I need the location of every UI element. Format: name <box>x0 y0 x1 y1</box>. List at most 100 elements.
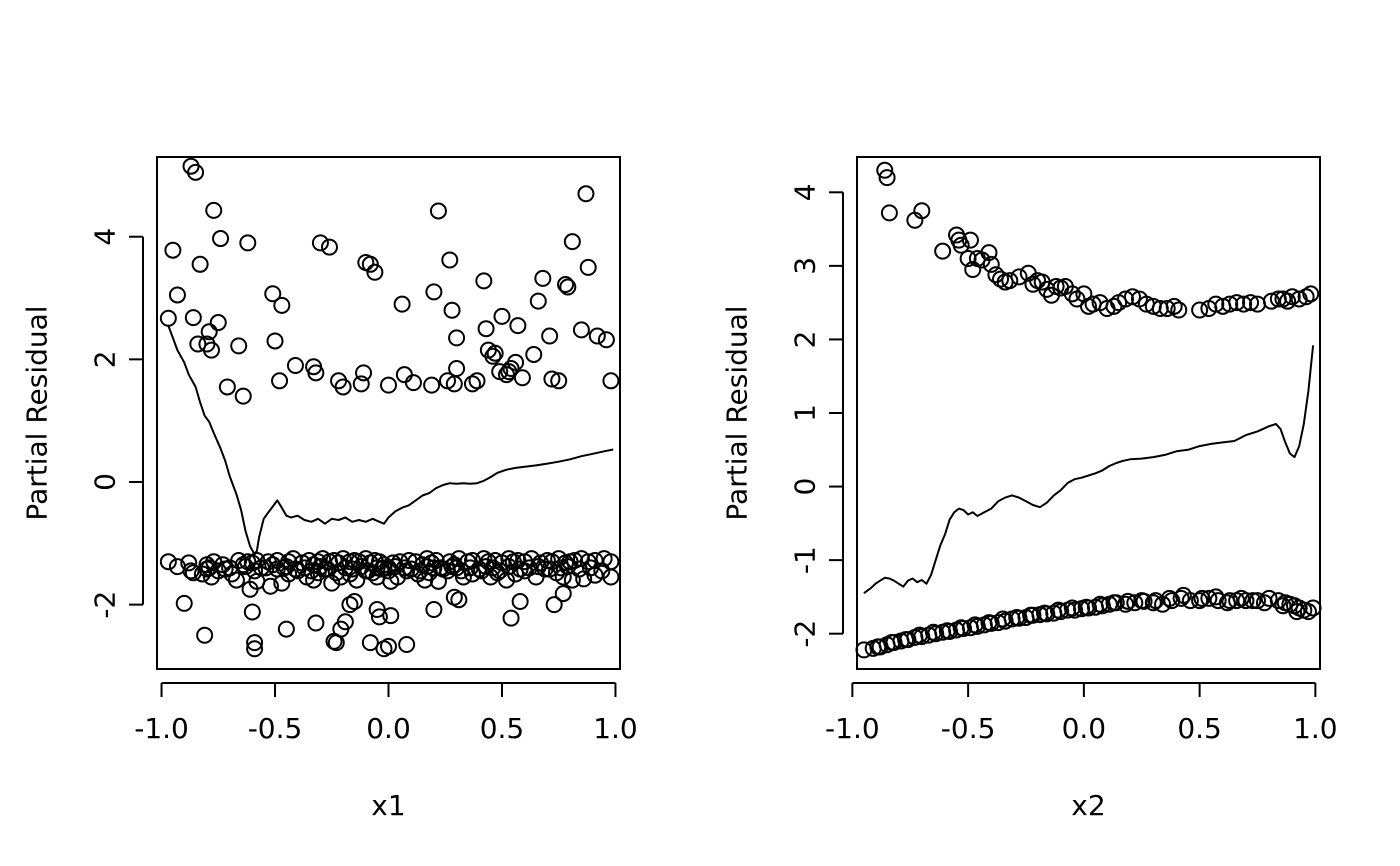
data-point <box>425 283 443 301</box>
data-point <box>880 204 898 222</box>
data-point <box>359 562 377 580</box>
data-point <box>1191 301 1209 319</box>
data-point <box>597 331 615 349</box>
data-point <box>1274 597 1292 615</box>
y-tick-label: -2 <box>789 620 822 648</box>
data-point <box>448 360 466 378</box>
data-point <box>593 562 611 580</box>
data-point <box>1063 599 1081 617</box>
data-point <box>1117 595 1135 613</box>
data-point <box>1302 285 1320 303</box>
data-point <box>336 613 354 631</box>
data-point <box>1200 589 1218 607</box>
x-tick-label: -0.5 <box>941 712 996 745</box>
data-point <box>961 231 979 249</box>
plot-frame <box>856 156 1321 670</box>
data-point <box>1221 592 1239 610</box>
data-point <box>1010 268 1028 286</box>
data-point <box>477 320 495 338</box>
data-point <box>370 608 388 626</box>
data-point <box>1304 599 1322 617</box>
data-point <box>187 163 205 181</box>
data-point <box>352 375 370 393</box>
data-point <box>395 366 413 384</box>
data-point <box>196 626 214 644</box>
x-tick-label: 0.0 <box>366 712 411 745</box>
data-point <box>268 560 286 578</box>
data-point <box>1255 594 1273 612</box>
data-point <box>277 620 295 638</box>
data-point <box>491 562 509 580</box>
data-point <box>452 562 470 580</box>
data-point <box>1283 288 1301 306</box>
y-tick-label: -2 <box>89 591 122 619</box>
data-point <box>559 558 577 576</box>
data-point <box>529 558 547 576</box>
data-point <box>1221 295 1239 313</box>
data-point <box>1288 603 1306 621</box>
data-point <box>425 559 443 577</box>
data-point <box>175 594 193 612</box>
data-point <box>418 558 436 576</box>
data-point <box>302 562 320 580</box>
y-axis-label: Partial Residual <box>721 305 754 520</box>
data-point <box>1207 295 1225 313</box>
data-point <box>393 295 411 313</box>
data-point <box>327 564 345 582</box>
x-tick-label: 0.0 <box>1062 712 1107 745</box>
data-point <box>191 255 209 273</box>
data-point <box>386 558 404 576</box>
data-point <box>511 593 529 611</box>
data-point <box>579 258 597 276</box>
data-point <box>1262 292 1280 310</box>
data-point <box>164 241 182 259</box>
data-point <box>218 378 236 396</box>
x-tick-label: 1.0 <box>593 712 638 745</box>
data-point <box>486 344 504 362</box>
data-point <box>202 341 220 359</box>
x-tick-label: -1.0 <box>134 712 189 745</box>
data-point <box>1242 294 1260 312</box>
data-point <box>1144 594 1162 612</box>
data-point <box>1209 592 1227 610</box>
data-point <box>552 559 570 577</box>
data-point <box>320 238 338 256</box>
data-point <box>581 559 599 577</box>
data-point <box>1119 592 1137 610</box>
data-point <box>507 353 525 371</box>
data-point <box>1165 297 1183 315</box>
x-axis-label: x1 <box>371 789 405 822</box>
data-point <box>273 296 291 314</box>
data-point <box>1172 589 1190 607</box>
x-tick-label: -1.0 <box>825 712 880 745</box>
data-point <box>425 601 443 619</box>
data-point <box>311 234 329 252</box>
data-point <box>200 323 218 341</box>
data-point <box>189 335 207 353</box>
data-point <box>475 550 493 568</box>
data-point <box>246 562 264 580</box>
data-point <box>361 634 379 652</box>
y-tick-label: 1 <box>789 404 822 422</box>
data-point <box>264 285 282 303</box>
data-point <box>545 596 563 614</box>
smooth-line <box>863 345 1315 595</box>
data-point <box>502 609 520 627</box>
data-point <box>223 565 241 583</box>
data-point <box>1279 292 1297 310</box>
y-axis-label: Partial Residual <box>21 305 54 520</box>
data-point <box>334 378 352 396</box>
data-point <box>500 550 518 568</box>
data-point <box>277 558 295 576</box>
data-point <box>1063 285 1081 303</box>
data-point <box>361 255 379 273</box>
data-point <box>550 372 568 390</box>
plot-frame <box>156 156 621 670</box>
y-tick-label: 4 <box>789 183 822 201</box>
data-point <box>473 562 491 580</box>
data-point <box>212 230 230 248</box>
data-point <box>1232 589 1250 607</box>
data-point <box>395 559 413 577</box>
data-point <box>534 269 552 287</box>
data-point <box>341 596 359 614</box>
